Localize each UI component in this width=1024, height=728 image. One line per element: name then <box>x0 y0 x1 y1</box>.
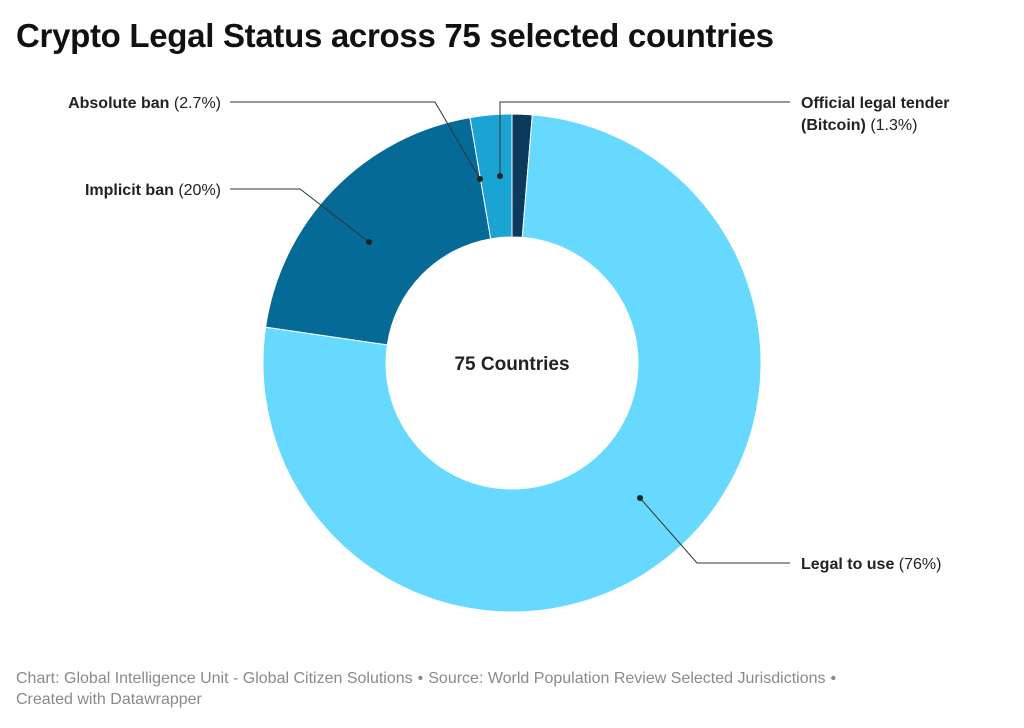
created-with: Created with Datawrapper <box>16 691 202 708</box>
leader-dot <box>477 176 483 182</box>
chart-footer: Chart: Global Intelligence Unit - Global… <box>16 668 996 710</box>
chart-credit: Chart: Global Intelligence Unit - Global… <box>16 670 413 687</box>
leader-line <box>499 101 790 176</box>
leader-line <box>230 101 481 180</box>
leader-dot <box>366 239 372 245</box>
leader-dot <box>637 495 643 501</box>
separator-dot: • <box>417 670 424 687</box>
slice-label-legal-to-use: Legal to use (76%) <box>801 556 941 573</box>
slice-label-absolute-ban: Absolute ban (2.7%) <box>68 95 221 112</box>
chart-title: Crypto Legal Status across 75 selected c… <box>16 17 774 54</box>
slice-absolute-ban <box>469 113 513 240</box>
leader-line <box>639 497 790 564</box>
separator-dot: • <box>830 670 837 687</box>
leader-line <box>230 188 370 243</box>
slice-implicit-ban <box>265 116 492 346</box>
center-label: 75 Countries <box>454 354 569 375</box>
slice-legal-to-use <box>262 114 762 613</box>
leader-dot <box>497 173 503 179</box>
source-credit: Source: World Population Review Selected… <box>428 670 826 687</box>
slice-label-official-legal-tender-bitcoin: Official legal tender (Bitcoin) (1.3%) <box>801 95 949 134</box>
slice-label-implicit-ban: Implicit ban (20%) <box>85 182 221 199</box>
